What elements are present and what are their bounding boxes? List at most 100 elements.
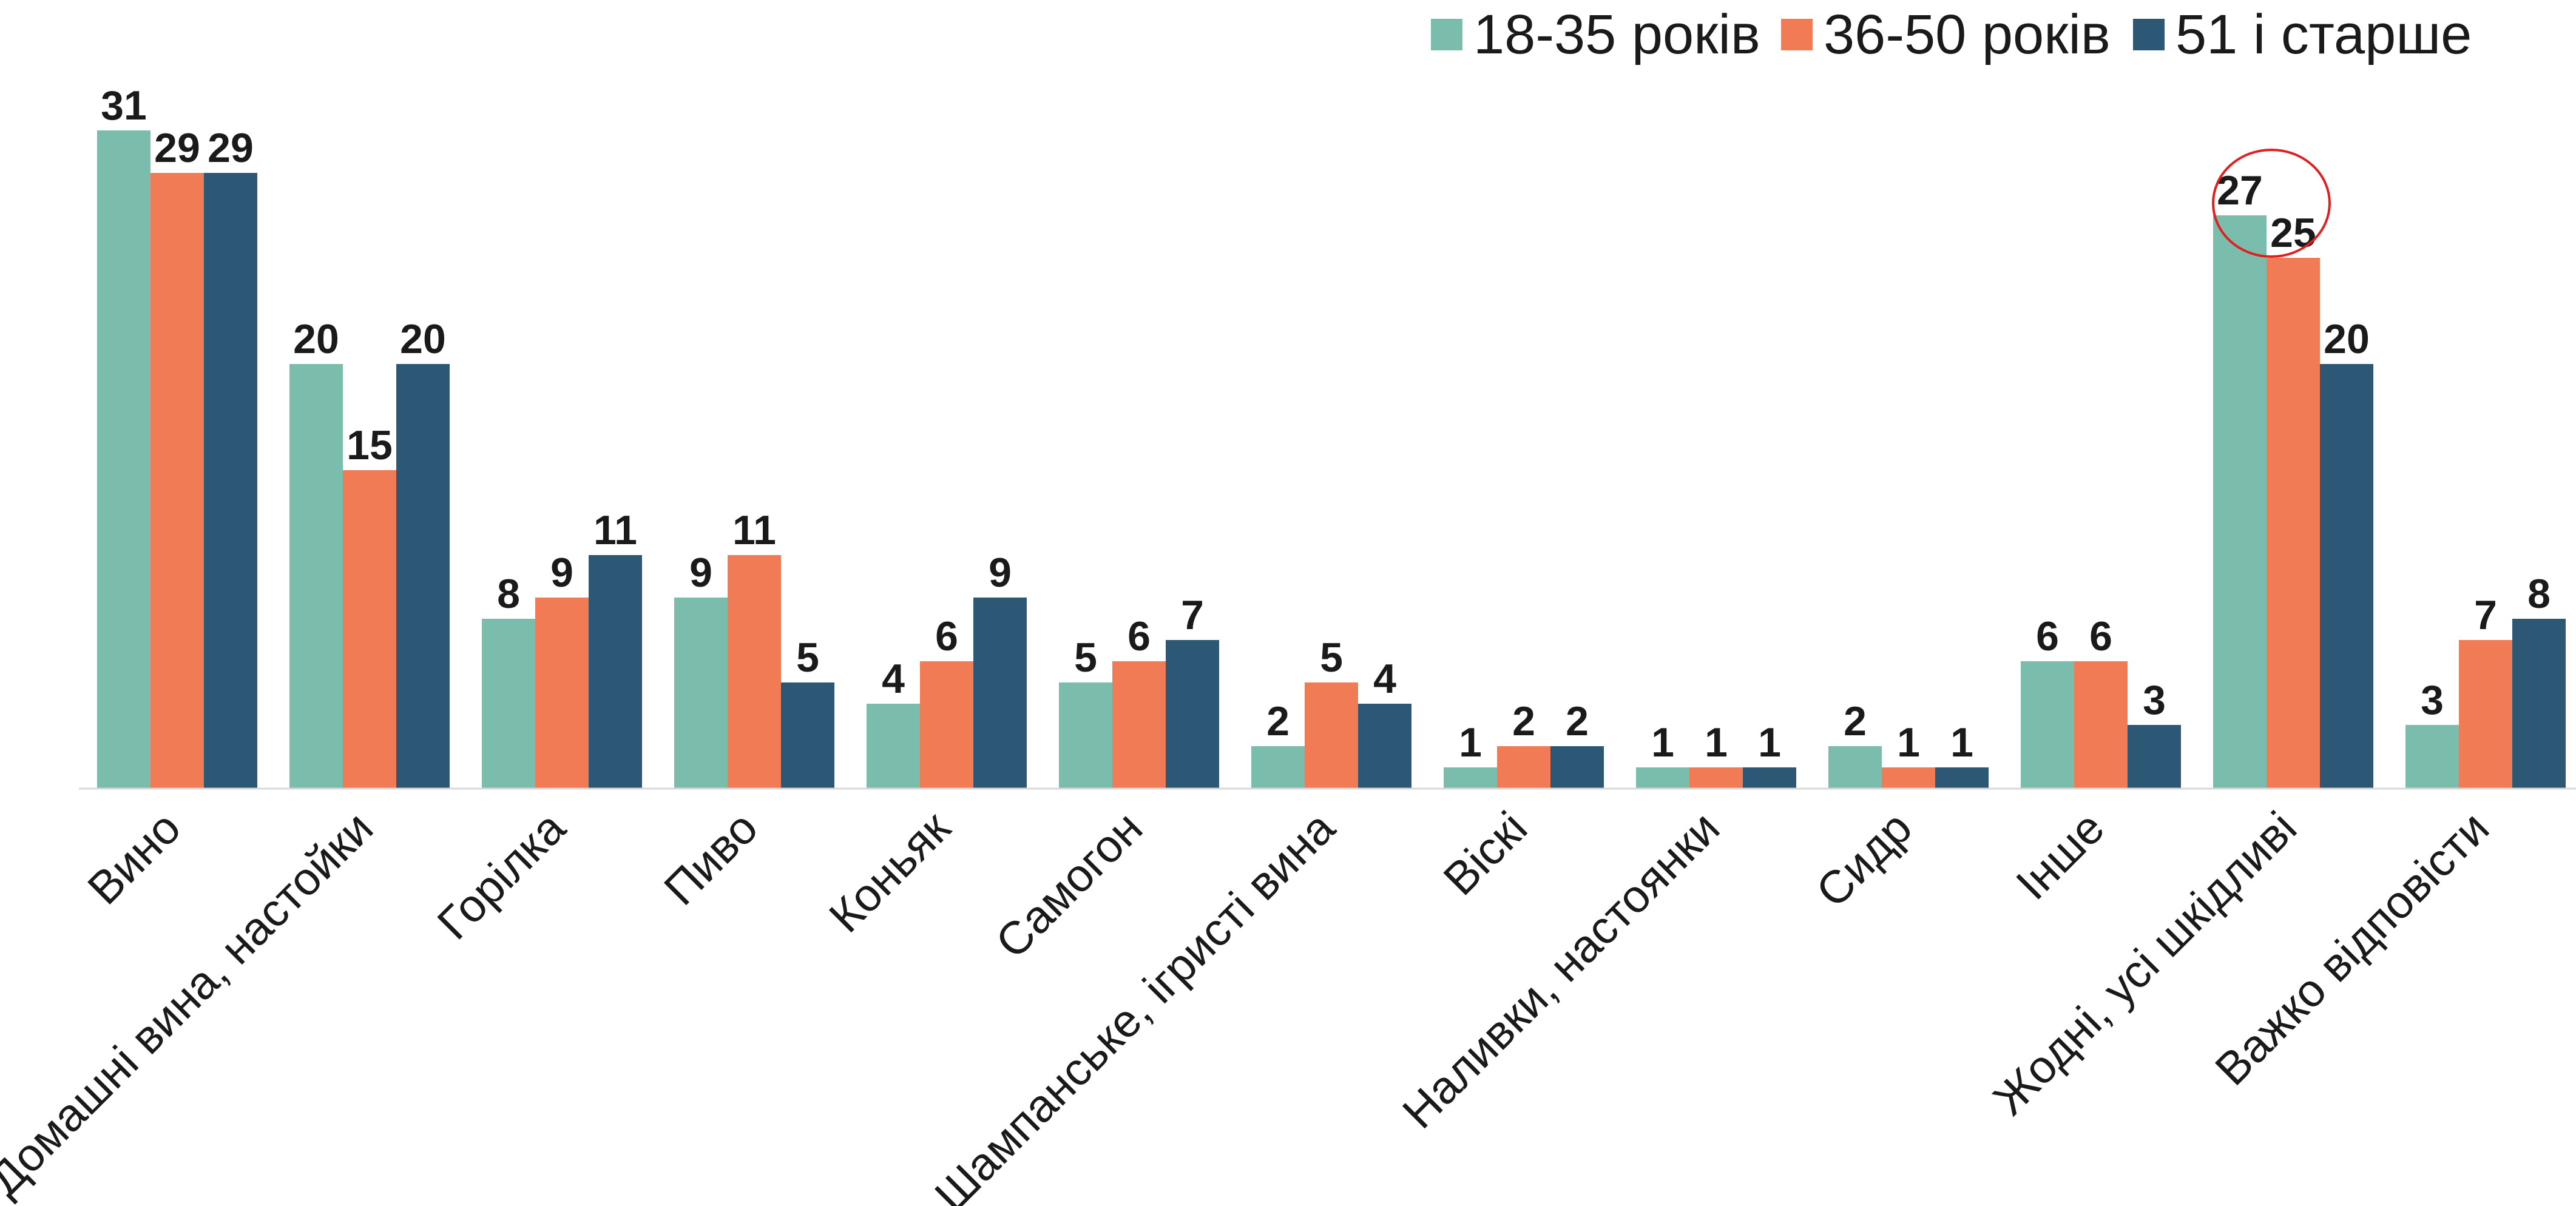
category-label: Самогон <box>986 802 1152 968</box>
data-label: 5 <box>796 635 819 681</box>
bar-2-series-1 <box>289 364 343 789</box>
data-label: 20 <box>400 316 446 362</box>
chart-legend: 18-35 років 36-50 років 51 і старше <box>1431 4 2472 66</box>
bar-1-series-3 <box>204 173 257 789</box>
data-label: 4 <box>882 656 905 702</box>
data-label: 1 <box>1651 719 1674 766</box>
category-label: Домашні вина, настойки <box>0 802 383 1205</box>
data-label: 1 <box>1705 719 1728 766</box>
bar-9-series-3 <box>1743 767 1796 789</box>
data-label: 5 <box>1320 635 1343 681</box>
category-label: Коньяк <box>819 801 960 942</box>
data-label: 5 <box>1074 635 1097 681</box>
data-label: 8 <box>497 571 520 617</box>
legend-label: 36-50 років <box>1824 4 2111 66</box>
legend-label: 18-35 років <box>1473 4 1760 66</box>
bar-7-series-3 <box>1358 704 1411 789</box>
category-label: Віскі <box>1434 802 1537 905</box>
data-label: 9 <box>989 550 1012 596</box>
bar-2-series-3 <box>396 364 450 789</box>
bar-6-series-1 <box>1059 682 1112 789</box>
data-label: 9 <box>550 550 573 596</box>
bar-1-series-1 <box>97 130 150 789</box>
data-label: 29 <box>154 125 200 171</box>
data-label: 15 <box>347 422 393 468</box>
category-label: Шампанське, ігристі вина <box>925 801 1345 1206</box>
data-label: 11 <box>732 507 776 553</box>
bar-4-series-2 <box>728 555 781 789</box>
data-label: 20 <box>293 316 339 362</box>
data-label: 20 <box>2324 316 2370 362</box>
bar-12-series-3 <box>2320 364 2373 789</box>
bar-13-series-1 <box>2405 725 2459 789</box>
bar-3-series-2 <box>535 598 589 789</box>
bar-8-series-3 <box>1550 746 1604 789</box>
category-label: Інше <box>2006 802 2114 910</box>
category-label: Сидр <box>1807 802 1922 917</box>
data-label: 11 <box>593 507 637 553</box>
bar-3-series-3 <box>589 555 642 789</box>
bar-11-series-3 <box>2128 725 2181 789</box>
data-label: 4 <box>1373 656 1396 702</box>
data-label: 3 <box>2143 677 2166 723</box>
data-label: 6 <box>2089 613 2112 659</box>
bar-8-series-1 <box>1444 767 1497 789</box>
bar-1-series-2 <box>150 173 204 789</box>
bar-7-series-2 <box>1305 682 1358 789</box>
data-label: 1 <box>1950 719 1973 766</box>
data-label: 6 <box>935 613 958 659</box>
legend-swatch <box>2133 19 2165 50</box>
annotations <box>2212 149 2331 258</box>
data-label: 2 <box>1512 698 1535 744</box>
bar-9-series-1 <box>1636 767 1689 789</box>
bar-5-series-2 <box>920 661 973 789</box>
bar-12-series-1 <box>2213 215 2267 789</box>
data-label: 31 <box>101 83 147 129</box>
category-label: Горілка <box>428 801 576 949</box>
data-label: 6 <box>2036 613 2059 659</box>
data-label: 6 <box>1127 613 1151 659</box>
data-label: 2 <box>1844 698 1867 744</box>
bar-8-series-2 <box>1497 746 1550 789</box>
data-label: 27 <box>2217 167 2263 214</box>
bar-13-series-2 <box>2459 640 2512 789</box>
bar-5-series-3 <box>973 598 1027 789</box>
bar-6-series-2 <box>1112 661 1166 789</box>
bar-6-series-3 <box>1166 640 1219 789</box>
bar-10-series-3 <box>1935 767 1989 789</box>
highlight-circle <box>2212 149 2331 258</box>
data-label: 3 <box>2421 677 2444 723</box>
bar-9-series-2 <box>1689 767 1743 789</box>
data-label: 1 <box>1758 719 1781 766</box>
bar-10-series-1 <box>1828 746 1882 789</box>
bar-13-series-3 <box>2512 619 2566 789</box>
data-label: 25 <box>2270 210 2316 256</box>
chart-bars <box>97 130 2566 789</box>
data-label: 29 <box>208 125 254 171</box>
bar-4-series-3 <box>781 682 834 789</box>
bar-5-series-1 <box>867 704 920 789</box>
bar-4-series-1 <box>674 598 728 789</box>
bar-10-series-2 <box>1882 767 1935 789</box>
category-label: Наливки, настоянки <box>1393 802 1729 1139</box>
data-label: 1 <box>1897 719 1920 766</box>
bar-12-series-2 <box>2267 258 2320 789</box>
data-label: 9 <box>689 550 712 596</box>
legend-label: 51 і старше <box>2175 4 2472 66</box>
category-label: Пиво <box>654 802 768 915</box>
legend-swatch <box>1431 19 1462 50</box>
bar-11-series-2 <box>2074 661 2128 789</box>
data-label: 7 <box>1181 592 1204 638</box>
legend-swatch <box>1781 19 1813 50</box>
category-label: Вино <box>78 802 191 915</box>
bar-7-series-1 <box>1251 746 1305 789</box>
data-label: 1 <box>1459 719 1482 766</box>
bar-3-series-1 <box>482 619 535 789</box>
bar-11-series-1 <box>2021 661 2074 789</box>
data-label: 2 <box>1566 698 1589 744</box>
bar-2-series-2 <box>343 470 396 789</box>
data-label: 2 <box>1266 698 1290 744</box>
